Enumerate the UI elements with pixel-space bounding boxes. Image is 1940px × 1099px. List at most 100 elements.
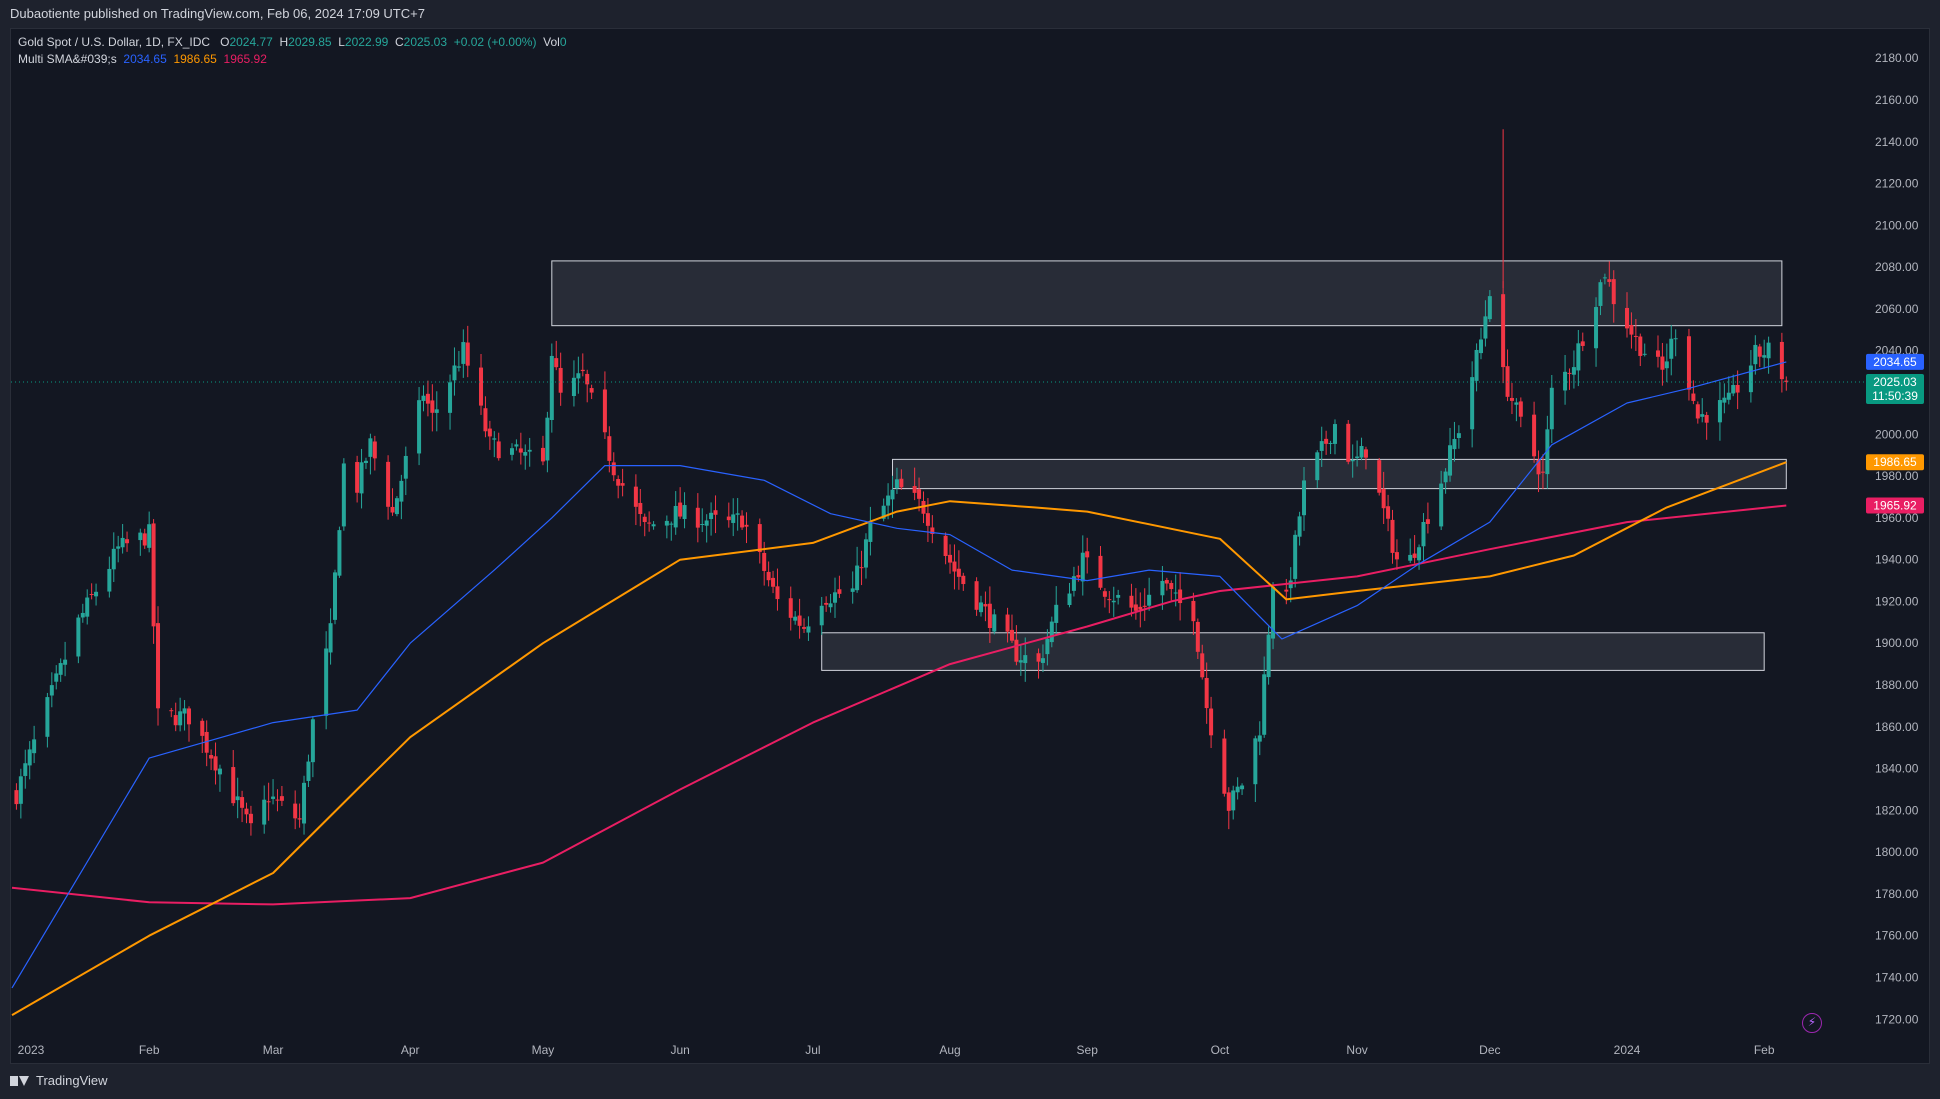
candle-body: [1377, 460, 1382, 493]
candle-body: [1209, 708, 1214, 736]
candle-body: [992, 614, 997, 632]
candle-body: [1005, 614, 1010, 632]
candle-body: [1169, 583, 1174, 590]
price-chart[interactable]: 1720.00 1740.00 1760.00 1780.00 1800.00 1820.…: [0, 0, 1940, 1064]
candle-body: [1571, 367, 1576, 375]
candle-body: [1483, 316, 1488, 339]
candle-body: [1563, 371, 1568, 391]
lightning-icon[interactable]: ⚡: [1802, 1013, 1822, 1033]
candle-body: [1784, 380, 1789, 382]
candle-body: [1386, 506, 1391, 519]
candle-body: [1018, 660, 1023, 663]
candle-body: [713, 510, 718, 515]
candle-body: [700, 524, 705, 526]
candle-body: [793, 616, 798, 621]
candle-body: [766, 571, 771, 581]
candle-body: [638, 502, 643, 515]
candle-body: [757, 524, 762, 553]
candle-body: [704, 520, 709, 526]
candle-body: [642, 516, 647, 522]
candle-body: [147, 524, 152, 548]
candle-body: [580, 369, 585, 372]
candle-body: [262, 799, 267, 825]
candle-body: [1532, 414, 1537, 457]
x-tick-label: Sep: [1077, 1043, 1099, 1057]
candle-body: [1009, 629, 1014, 641]
candle-body: [1297, 516, 1302, 537]
candle-body: [452, 365, 457, 381]
candle-body: [18, 776, 23, 804]
candle-body: [1594, 307, 1599, 349]
price-tag: [1866, 497, 1924, 514]
candle-body: [186, 708, 191, 725]
candle-body: [1231, 790, 1236, 811]
candle-body: [386, 461, 391, 507]
candle-body: [76, 617, 81, 657]
candle-body: [178, 711, 183, 726]
y-tick-label: 1720.00: [1875, 1012, 1919, 1026]
candle-body: [1545, 429, 1550, 475]
candle-body: [359, 462, 364, 494]
candle-body: [1642, 353, 1647, 355]
x-tick-label: Feb: [1754, 1043, 1775, 1057]
candle-body: [275, 799, 280, 801]
candle-body: [589, 388, 594, 393]
x-tick-label: 2024: [1614, 1043, 1641, 1057]
candle-body: [456, 366, 461, 368]
candle-body: [651, 524, 656, 527]
candle-body: [1076, 575, 1081, 578]
candle-body: [1452, 438, 1457, 450]
candle-body: [14, 790, 19, 805]
x-tick-label: Nov: [1346, 1043, 1367, 1057]
y-tick-label: 1920.00: [1875, 594, 1919, 608]
candle-body: [1704, 415, 1709, 423]
tradingview-logo-icon: [10, 1074, 30, 1088]
candle-body: [620, 483, 625, 486]
candle-body: [372, 441, 377, 459]
candle-body: [647, 522, 652, 524]
candle-body: [138, 532, 143, 541]
candle-body: [328, 623, 333, 653]
candle-body: [32, 739, 37, 754]
candle-body: [682, 505, 687, 520]
candle-body: [731, 514, 736, 523]
candle-body: [63, 659, 68, 665]
candle-body: [142, 533, 147, 546]
candle-body: [1138, 606, 1143, 610]
candle-body: [1766, 342, 1771, 359]
candle-body: [775, 586, 780, 600]
legend-sma-row[interactable]: Multi SMA&#039;s 2034.65 1986.65 1965.92: [18, 51, 567, 68]
y-tick-label: 2180.00: [1875, 51, 1919, 65]
y-tick-label: 1980.00: [1875, 469, 1919, 483]
tradingview-logo[interactable]: TradingView: [10, 1073, 108, 1088]
candle-body: [952, 561, 957, 572]
legend-ohlc-row[interactable]: Gold Spot / U.S. Dollar, 1D, FX_IDC O202…: [18, 34, 567, 51]
candle-body: [788, 598, 793, 618]
candle-body: [479, 367, 484, 406]
candle-body: [1779, 341, 1784, 380]
candle-body: [182, 708, 187, 714]
candle-body: [549, 355, 554, 421]
candle-body: [390, 506, 395, 513]
candle-body: [1235, 786, 1240, 793]
candle-body: [324, 648, 329, 716]
candle-body: [1178, 589, 1183, 604]
candle-body: [1478, 339, 1483, 354]
legend-vol: 0: [559, 35, 567, 49]
candle-body: [1040, 658, 1045, 663]
candle-body: [1412, 553, 1417, 558]
candle-body: [1036, 653, 1041, 662]
candle-body: [802, 627, 807, 629]
candle-body: [363, 460, 368, 463]
candle-body: [1501, 294, 1506, 368]
legend-change: +0.02 (+0.00%): [453, 35, 537, 49]
candle-body: [1717, 400, 1722, 423]
candle-body: [1664, 361, 1669, 369]
candle-body: [943, 535, 948, 557]
candle-body: [824, 602, 829, 605]
legend-low: 2022.99: [344, 35, 389, 49]
candle-body: [1390, 519, 1395, 553]
candle-body: [890, 489, 895, 500]
candle-body: [235, 796, 240, 801]
candle-body: [421, 395, 426, 401]
